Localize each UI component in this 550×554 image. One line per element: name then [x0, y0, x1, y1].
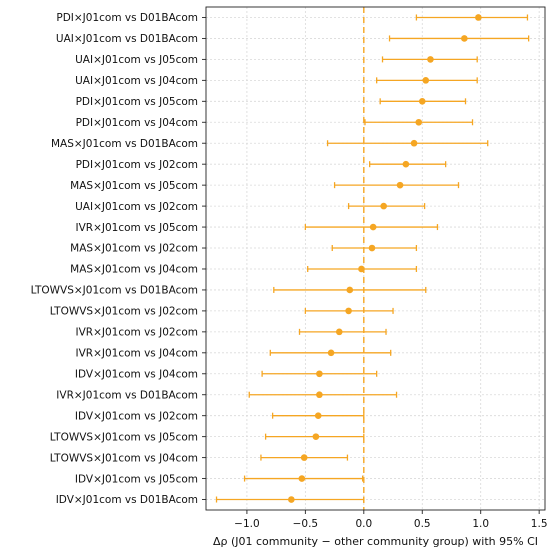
row-label: UAI×J01com vs D01BAcom — [56, 33, 198, 45]
estimate-point — [418, 98, 426, 105]
y-label-layer: PDI×J01com vs D01BAcom UAI×J01com vs D01B… — [31, 12, 206, 506]
row-label: PDI×J01com vs J05com — [76, 96, 198, 108]
estimate-point — [312, 433, 320, 440]
row-label: IVR×J01com vs J05com — [76, 222, 199, 234]
row-label: UAI×J01com vs J05com — [75, 54, 198, 66]
estimate-point — [298, 475, 306, 482]
row-label: IVR×J01com vs D01BAcom — [56, 389, 198, 401]
estimate-point — [402, 160, 410, 168]
row-label: LTOWVS×J01com vs J02com — [50, 306, 198, 318]
row-label: LTOWVS×J01com vs J04com — [50, 452, 198, 464]
x-tick-label: 1.0 — [472, 518, 489, 530]
row-label: MAS×J01com vs D01BAcom — [51, 138, 198, 150]
row-label: IVR×J01com vs J04com — [76, 348, 199, 360]
plot-frame — [205, 6, 546, 511]
estimate-point — [345, 307, 352, 315]
grid-layer — [206, 7, 545, 510]
estimate-point — [475, 14, 482, 21]
x-tick-label: −1.0 — [234, 518, 260, 530]
row-label: IDV×J01com vs J05com — [75, 473, 198, 485]
estimate-point — [314, 412, 322, 419]
ci-layer — [215, 14, 530, 503]
x-tick-label: 1.5 — [531, 518, 548, 530]
row-label: UAI×J01com vs J04com — [75, 75, 198, 87]
estimate-point — [327, 349, 335, 357]
row-label: PDI×J01com vs D01BAcom — [56, 12, 198, 24]
point-layer — [288, 14, 482, 503]
x-tick-label: 0.0 — [355, 518, 372, 530]
estimate-point — [396, 181, 404, 189]
x-tick-layer: −1.0 −0.5 0.0 0.5 1.0 1.5 — [234, 510, 548, 530]
estimate-point — [358, 265, 365, 273]
row-label: PDI×J01com vs J02com — [76, 159, 198, 171]
estimate-point — [427, 56, 434, 63]
x-axis-title: Δρ (J01 community − other community grou… — [213, 535, 538, 548]
x-tick-label: −0.5 — [293, 518, 319, 530]
row-label: IDV×J01com vs D01BAcom — [56, 494, 198, 506]
estimate-point — [422, 77, 430, 84]
row-label: LTOWVS×J01com vs D01BAcom — [31, 285, 198, 297]
estimate-point — [410, 139, 418, 147]
row-label: PDI×J01com vs J04com — [76, 117, 198, 129]
estimate-point — [368, 244, 376, 252]
estimate-point — [316, 370, 323, 378]
row-label: IDV×J01com vs J02com — [75, 410, 198, 422]
row-label: UAI×J01com vs J02com — [75, 201, 198, 213]
estimate-point — [369, 223, 377, 231]
x-tick-label: 0.5 — [414, 518, 431, 530]
row-label: IDV×J01com vs J04com — [75, 368, 198, 380]
estimate-point — [288, 496, 295, 503]
row-label: MAS×J01com vs J05com — [70, 180, 198, 192]
estimate-point — [346, 286, 354, 294]
estimate-point — [380, 202, 387, 210]
row-label: IVR×J01com vs J02com — [76, 327, 199, 339]
estimate-point — [415, 118, 423, 126]
estimate-point — [300, 454, 308, 461]
row-label: MAS×J01com vs J02com — [70, 243, 198, 255]
estimate-point — [335, 328, 343, 336]
row-label: LTOWVS×J01com vs J05com — [50, 431, 198, 443]
row-label: MAS×J01com vs J04com — [70, 264, 198, 276]
estimate-point — [461, 35, 468, 42]
estimate-point — [316, 391, 323, 399]
